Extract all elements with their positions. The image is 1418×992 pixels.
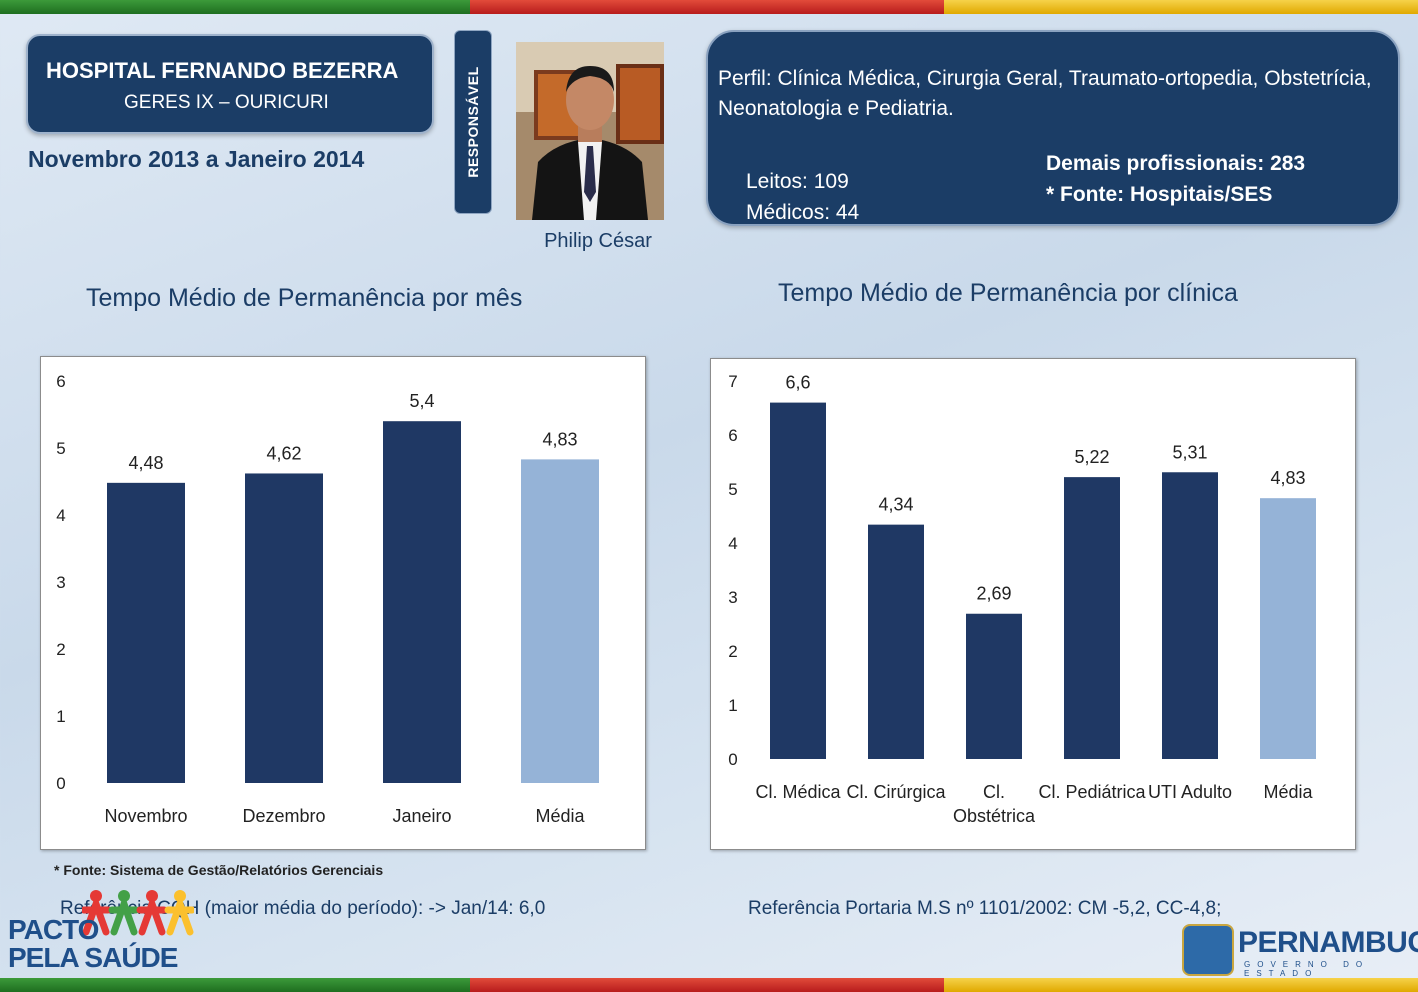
y-tick-label: 1: [728, 696, 737, 715]
bar-value-label: 5,31: [1172, 442, 1207, 462]
category-label: Novembro: [104, 806, 187, 826]
bar-1: [868, 524, 924, 759]
pacto-pela-saude-logo: PACTO PELA SAÚDE: [6, 888, 196, 973]
bar-0: [770, 402, 826, 759]
bar-value-label: 4,83: [1270, 468, 1305, 488]
category-label: Média: [535, 806, 585, 826]
y-tick-label: 0: [56, 774, 65, 793]
chart-1-svg: 0 1 2 3 4 5 6 7 6,6 Cl. Médica 4,34 Cl. Cirúrgica 2,…: [728, 372, 1316, 826]
hospital-profile-box: Perfil: Clínica Médica, Cirurgia Geral, …: [706, 30, 1400, 226]
chart-clinic-title: Tempo Médio de Permanência por clínica: [778, 279, 1238, 307]
hospital-header-box: HOSPITAL FERNANDO BEZERRA GERES IX – OUR…: [26, 34, 434, 134]
category-label: UTI Adulto: [1148, 782, 1232, 802]
other-staff-count: Demais profissionais: 283: [1046, 152, 1306, 175]
category-label: Cl. Cirúrgica: [846, 782, 946, 802]
y-tick-label: 2: [728, 642, 737, 661]
chart-month-frame: 0 1 2 3 4 5 6 4,48 Novembro 4,62 Dezembro 5,4 Janeir…: [40, 356, 646, 850]
governo-label: GOVERNO DO ESTADO: [1244, 960, 1370, 978]
y-tick-label: 7: [728, 372, 737, 391]
category-label: Obstétrica: [953, 806, 1036, 826]
pacto-figures-icon: [82, 890, 194, 936]
pernambuco-name: PERNAMBUCO: [1238, 926, 1418, 959]
bar-value-label: 2,69: [976, 584, 1011, 604]
bar-value-label: 4,62: [266, 443, 301, 463]
pacto-text-line2: PELA SAÚDE: [8, 942, 178, 973]
pacto-text-line1: PACTO: [8, 914, 99, 945]
y-tick-label: 4: [56, 506, 65, 525]
doctors-count: Médicos: 44: [746, 201, 860, 224]
profile-source: * Fonte: Hospitais/SES: [1046, 183, 1273, 206]
bar-5: [1260, 498, 1316, 759]
pernambuco-logo: PERNAMBUCO GOVERNO DO ESTADO: [1180, 922, 1418, 978]
category-label: Média: [1263, 782, 1313, 802]
category-label: Cl. Médica: [755, 782, 841, 802]
profile-description: Perfil: Clínica Médica, Cirurgia Geral, …: [718, 67, 1372, 120]
bar-2: [383, 421, 461, 783]
bar-value-label: 5,22: [1074, 447, 1109, 467]
responsible-photo: [516, 42, 664, 220]
y-tick-label: 4: [728, 534, 737, 553]
bar-value-label: 4,83: [542, 429, 577, 449]
period-label: Novembro 2013 a Janeiro 2014: [28, 146, 365, 172]
y-tick-label: 5: [728, 480, 737, 499]
y-tick-label: 3: [728, 588, 737, 607]
top-color-stripe: [0, 0, 1418, 14]
bar-value-label: 4,48: [128, 453, 163, 473]
bar-1: [245, 473, 323, 783]
y-tick-label: 6: [56, 372, 65, 391]
source-note: * Fonte: Sistema de Gestão/Relatórios Ge…: [54, 862, 384, 878]
reference-portaria: Referência Portaria M.S nº 1101/2002: CM…: [748, 898, 1222, 919]
y-tick-label: 2: [56, 640, 65, 659]
chart-0-svg: 0 1 2 3 4 5 6 4,48 Novembro 4,62 Dezembro 5,4 Janeir…: [56, 372, 599, 826]
pernambuco-crest-icon: [1182, 924, 1234, 976]
responsavel-tag: RESPONSÁVEL: [454, 30, 492, 214]
bar-0: [107, 482, 185, 783]
y-tick-label: 6: [728, 426, 737, 445]
chart-clinic-frame: 0 1 2 3 4 5 6 7 6,6 Cl. Médica 4,34 Cl. Cirúrgica 2,…: [710, 358, 1356, 850]
bar-2: [966, 613, 1022, 759]
staff-info: Demais profissionais: 283 * Fonte: Hospi…: [1046, 148, 1305, 210]
bar-value-label: 5,4: [409, 391, 434, 411]
y-tick-label: 0: [728, 750, 737, 769]
bar-value-label: 6,6: [785, 373, 810, 393]
category-label: Cl.: [983, 782, 1005, 802]
responsible-name: Philip César: [544, 230, 652, 252]
y-tick-label: 1: [56, 707, 65, 726]
y-tick-label: 3: [56, 573, 65, 592]
hospital-name: HOSPITAL FERNANDO BEZERRA: [46, 58, 399, 83]
bar-4: [1162, 472, 1218, 759]
beds-info: Leitos: 109 Médicos: 44: [746, 166, 859, 228]
responsavel-label: RESPONSÁVEL: [465, 66, 481, 178]
bar-value-label: 4,34: [878, 495, 913, 515]
bar-3: [521, 459, 599, 783]
geres-label: GERES IX – OURICURI: [124, 92, 329, 113]
y-tick-label: 5: [56, 439, 65, 458]
category-label: Janeiro: [392, 806, 451, 826]
category-label: Cl. Pediátrica: [1038, 782, 1146, 802]
beds-count: Leitos: 109: [746, 170, 849, 193]
chart-month-title: Tempo Médio de Permanência por mês: [86, 284, 523, 312]
bottom-color-stripe: [0, 978, 1418, 992]
bar-3: [1064, 477, 1120, 759]
category-label: Dezembro: [242, 806, 325, 826]
